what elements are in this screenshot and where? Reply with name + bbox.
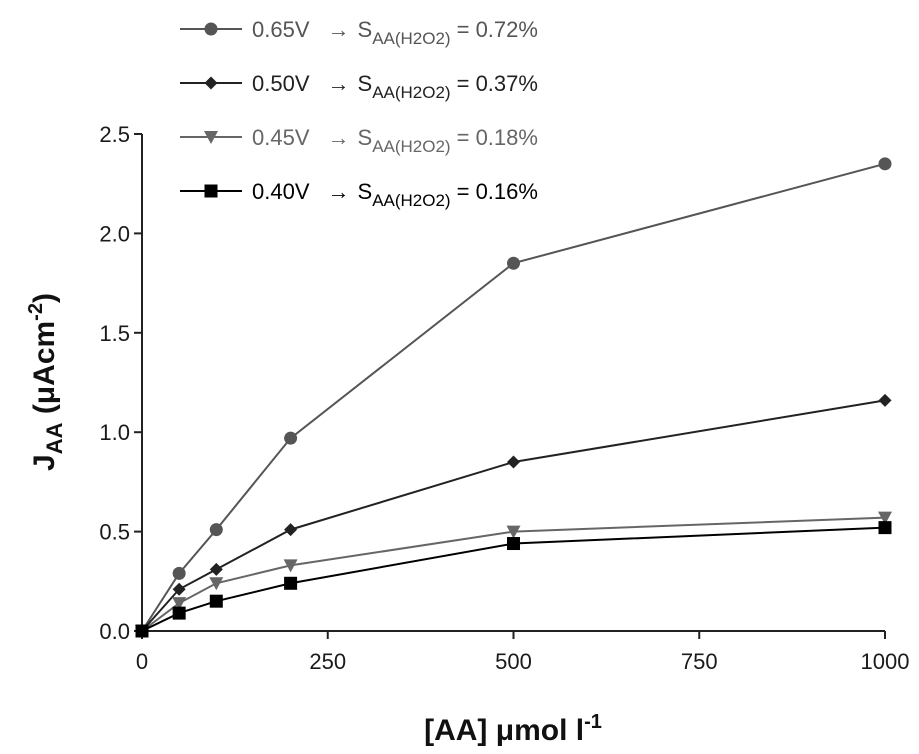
series-0.65V xyxy=(135,157,892,638)
legend-label: 0.45V → SAA(H2O2) = 0.18% xyxy=(252,125,538,156)
data-point xyxy=(172,582,186,596)
data-point xyxy=(172,606,186,620)
y-tick-label: 2.0 xyxy=(99,221,130,246)
data-point xyxy=(283,559,298,573)
y-tick-label: 0.0 xyxy=(99,619,130,644)
x-axis-title: [AA] μmol l-1 xyxy=(424,711,602,747)
series-layer xyxy=(135,157,892,638)
y-tick-label: 1.5 xyxy=(99,321,130,346)
data-point xyxy=(878,521,892,535)
data-point xyxy=(209,594,223,608)
x-tick-label: 1000 xyxy=(861,649,910,674)
data-point xyxy=(284,576,298,590)
legend-label: 0.50V → SAA(H2O2) = 0.37% xyxy=(252,71,538,102)
legend-marker xyxy=(204,22,218,36)
y-ticks: 0.0 0.5 1.0 1.5 2.0 2.5 xyxy=(99,122,142,644)
legend-label: 0.40V → SAA(H2O2) = 0.16% xyxy=(252,179,538,210)
series-0.45V xyxy=(135,511,892,638)
data-point xyxy=(209,562,223,576)
legend-marker xyxy=(204,184,218,198)
series-0.50V xyxy=(135,393,892,638)
x-tick-label: 500 xyxy=(495,649,532,674)
y-tick-label: 1.0 xyxy=(99,420,130,445)
legend-entry: 0.45V → SAA(H2O2) = 0.18% xyxy=(180,125,538,156)
data-point xyxy=(507,256,520,270)
data-point xyxy=(209,577,224,591)
legend-entry: 0.50V → SAA(H2O2) = 0.37% xyxy=(180,71,538,102)
data-point xyxy=(209,523,223,537)
data-point xyxy=(506,525,521,539)
legend-entry: 0.65V → SAA(H2O2) = 0.72% xyxy=(180,17,538,48)
x-tick-label: 0 xyxy=(136,649,148,674)
data-point xyxy=(135,624,149,638)
x-ticks: 0 250 500 750 1000 xyxy=(136,631,910,674)
legend: 0.65V → SAA(H2O2) = 0.72% 0.50V → SAA(H2O2) = 0… xyxy=(180,17,538,210)
y-tick-label: 2.5 xyxy=(99,122,130,147)
data-point xyxy=(878,393,892,407)
x-tick-label: 750 xyxy=(681,649,718,674)
series-line xyxy=(141,399,886,632)
series-0.40V xyxy=(135,521,892,638)
legend-marker xyxy=(204,131,218,144)
data-point xyxy=(507,537,520,551)
axes xyxy=(141,134,885,632)
legend-label: 0.65V → SAA(H2O2) = 0.72% xyxy=(252,17,538,48)
y-axis-title: JAA (μAcm-2) xyxy=(25,293,67,471)
data-point xyxy=(284,431,298,445)
legend-marker xyxy=(204,76,218,90)
series-line xyxy=(141,162,886,632)
data-point xyxy=(878,511,892,525)
data-point xyxy=(284,523,298,537)
legend-entry: 0.40V → SAA(H2O2) = 0.16% xyxy=(180,179,538,210)
y-tick-label: 0.5 xyxy=(99,520,130,545)
x-tick-label: 250 xyxy=(309,649,346,674)
data-point xyxy=(172,597,187,611)
data-point xyxy=(878,157,892,171)
data-point xyxy=(507,455,520,469)
data-point xyxy=(172,566,186,580)
